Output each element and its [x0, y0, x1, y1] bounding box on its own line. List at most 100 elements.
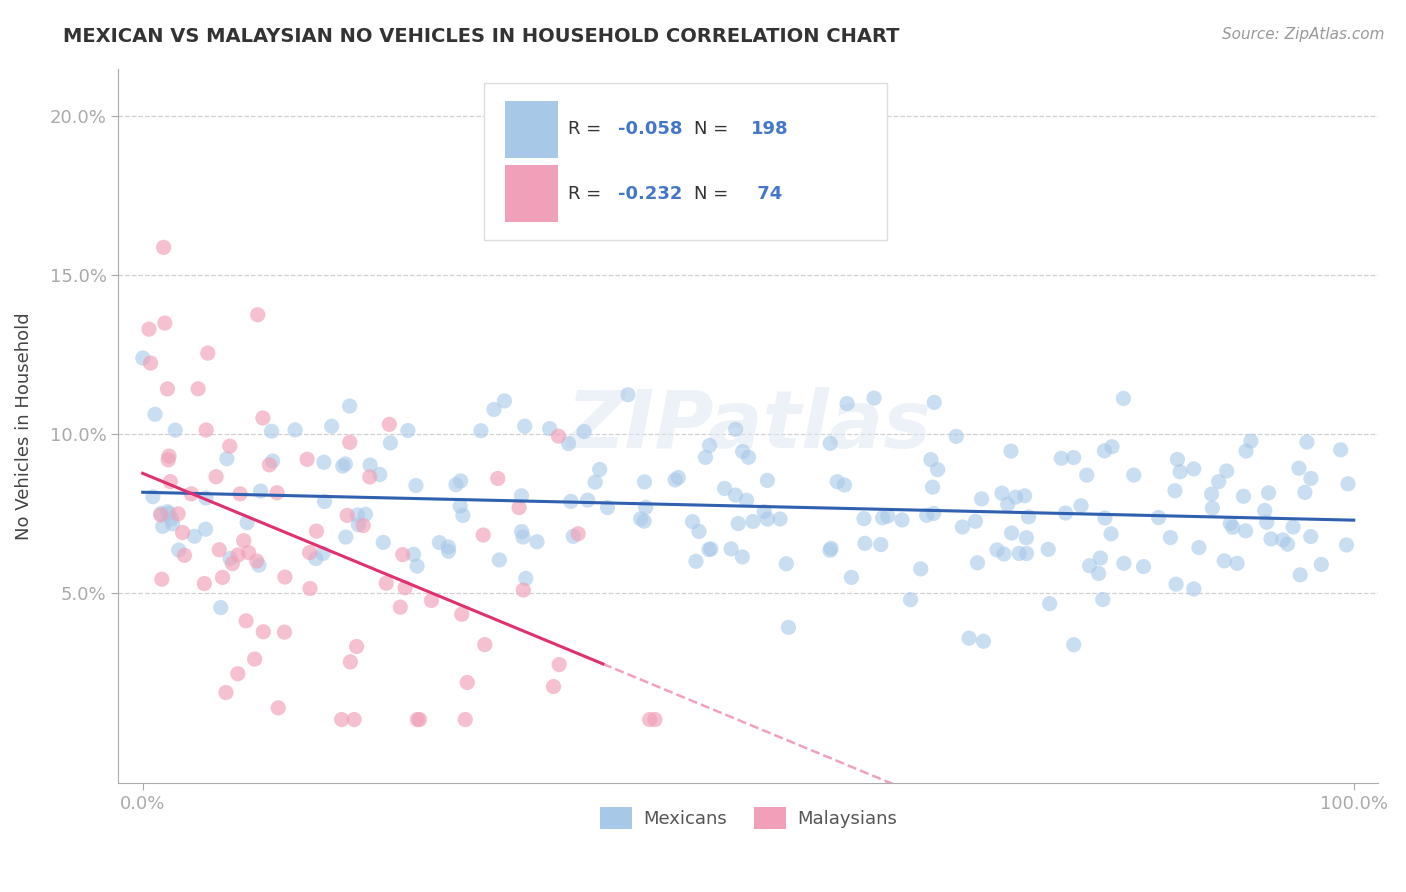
Point	[143, 407, 166, 421]
Point	[1050, 451, 1073, 466]
Text: Source: ZipAtlas.com: Source: ZipAtlas.com	[1222, 27, 1385, 42]
Text: R =: R =	[568, 185, 607, 202]
Point	[1159, 531, 1181, 545]
Point	[1201, 501, 1223, 516]
Point	[562, 529, 585, 543]
Point	[515, 571, 537, 585]
Point	[1226, 557, 1249, 571]
Point	[567, 526, 589, 541]
Text: ZIPatlas: ZIPatlas	[565, 387, 931, 465]
Point	[172, 525, 194, 540]
Point	[970, 491, 993, 506]
Point	[157, 449, 180, 463]
Point	[156, 382, 179, 396]
Point	[194, 491, 217, 505]
Point	[638, 713, 661, 727]
Point	[596, 500, 619, 515]
Point	[778, 620, 800, 634]
Point	[215, 685, 238, 699]
Point	[617, 388, 640, 402]
Point	[354, 507, 377, 521]
Point	[1039, 597, 1062, 611]
Point	[818, 543, 841, 558]
Point	[1164, 577, 1187, 591]
Point	[876, 509, 898, 524]
Point	[450, 607, 472, 622]
Text: 74: 74	[751, 185, 782, 202]
Point	[688, 524, 710, 539]
Point	[437, 540, 460, 554]
Point	[538, 421, 561, 435]
Point	[634, 500, 657, 515]
Point	[229, 487, 252, 501]
Point	[165, 423, 187, 437]
Point	[820, 541, 842, 556]
Point	[841, 570, 863, 584]
Point	[1063, 638, 1085, 652]
Point	[332, 458, 354, 473]
Point	[450, 474, 472, 488]
Point	[295, 452, 318, 467]
Point	[1299, 529, 1322, 543]
Point	[1000, 444, 1022, 458]
Point	[138, 322, 160, 336]
Point	[1112, 392, 1135, 406]
Point	[243, 652, 266, 666]
Point	[437, 544, 460, 558]
Point	[1078, 558, 1101, 573]
Point	[1336, 538, 1358, 552]
Point	[454, 713, 477, 727]
Point	[869, 538, 891, 552]
Point	[343, 713, 366, 727]
Point	[727, 516, 749, 531]
Point	[215, 451, 238, 466]
Point	[1166, 452, 1188, 467]
Point	[142, 490, 165, 504]
Point	[226, 548, 249, 562]
Point	[1091, 592, 1114, 607]
Point	[211, 570, 233, 584]
FancyBboxPatch shape	[484, 83, 887, 240]
Point	[991, 486, 1014, 500]
Point	[818, 436, 841, 450]
Point	[150, 572, 173, 586]
Point	[685, 554, 707, 568]
Point	[266, 485, 288, 500]
Point	[825, 475, 848, 489]
Point	[449, 499, 471, 513]
Point	[162, 516, 184, 531]
Point	[1215, 464, 1237, 478]
Point	[1038, 542, 1060, 557]
Point	[1240, 434, 1263, 449]
Point	[396, 424, 419, 438]
Point	[1094, 443, 1116, 458]
Point	[456, 675, 478, 690]
Point	[1222, 520, 1244, 534]
Point	[921, 480, 943, 494]
Point	[756, 474, 779, 488]
Point	[1299, 471, 1322, 485]
Point	[742, 515, 765, 529]
Point	[375, 576, 398, 591]
Point	[1004, 490, 1026, 504]
Point	[494, 393, 516, 408]
Point	[1063, 450, 1085, 465]
Point	[1310, 558, 1333, 572]
Point	[238, 546, 260, 560]
Point	[259, 458, 281, 472]
Point	[156, 505, 179, 519]
Point	[402, 547, 425, 561]
Point	[321, 419, 343, 434]
Point	[195, 423, 218, 437]
Point	[900, 592, 922, 607]
Point	[368, 467, 391, 482]
Point	[910, 562, 932, 576]
Text: N =: N =	[695, 120, 734, 138]
Point	[1254, 503, 1277, 517]
Point	[298, 582, 321, 596]
Point	[548, 657, 571, 672]
Point	[205, 469, 228, 483]
Point	[1147, 510, 1170, 524]
Point	[724, 488, 747, 502]
Point	[346, 640, 368, 654]
